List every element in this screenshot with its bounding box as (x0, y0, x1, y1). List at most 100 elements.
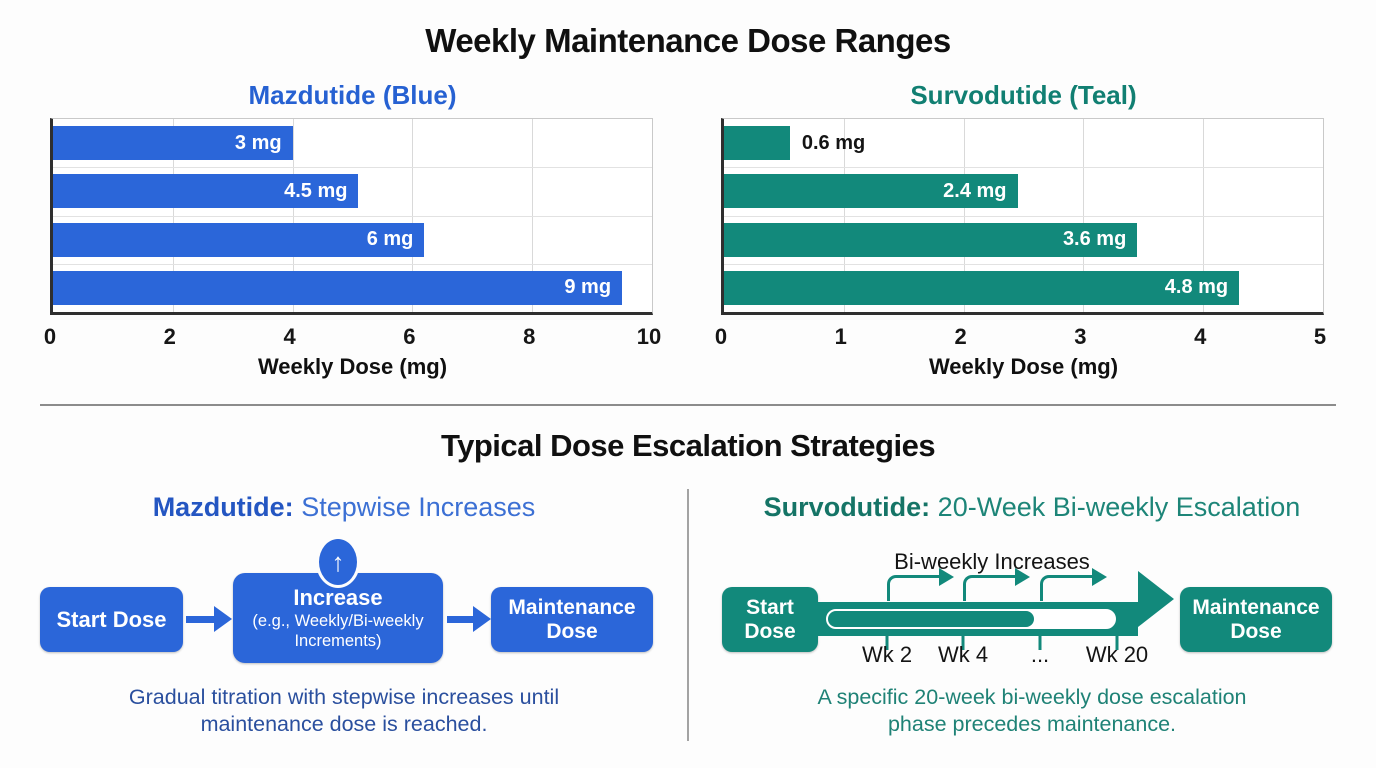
dose-bar: 3.6 mg (724, 222, 1138, 257)
axis-tick-label: 2 (163, 324, 176, 349)
axis-tick-label: 0 (43, 324, 57, 349)
bar-value-label: 4.8 mg (1164, 276, 1229, 299)
survodutide-x-axis-ticks: 0 1 2 3 4 5 (715, 324, 1327, 350)
dose-bar: 4.5 mg (53, 174, 359, 209)
week-label: Wk 20 (1085, 642, 1149, 667)
bar-value-label: 0.6 mg (801, 131, 866, 154)
gridline-horizontal (53, 215, 652, 217)
maintenance-dose-box: Maintenance Dose (491, 587, 653, 652)
increase-subtext-2: Increments) (294, 632, 382, 650)
mazdutide-escalation-diagram: Mazdutide: Stepwise Increases Start Dose… (0, 480, 688, 768)
mazdutide-diagram-heading: Mazdutide: Stepwise Increases (0, 492, 688, 523)
mazdutide-plot-area: 3 mg 4.5 mg 6 mg 9 mg (50, 118, 653, 315)
flow-arrow-shaft (447, 616, 474, 623)
start-dose-label: Start Dose (56, 606, 167, 632)
increase-subtext-1: (e.g., Weekly/Bi-weekly (252, 612, 424, 630)
survodutide-plot-area: 0.6 mg 2.4 mg 3.6 mg 4.8 mg (721, 118, 1324, 315)
start-label-line1: Start (746, 595, 794, 619)
week-label: ... (1030, 642, 1050, 667)
page-title: Weekly Maintenance Dose Ranges (425, 22, 951, 59)
axis-tick-label: 4 (283, 324, 296, 349)
step-arrow (963, 575, 1015, 601)
survodutide-heading-strategy: 20-Week Bi-weekly Escalation (930, 492, 1301, 522)
maintenance-label-line1: Maintenance (1192, 595, 1320, 619)
axis-tick-label: 0 (714, 324, 728, 349)
axis-tick-label: 10 (636, 324, 662, 349)
mazdutide-heading-strategy: Stepwise Increases (293, 492, 536, 522)
axis-tick-label: 3 (1074, 324, 1087, 349)
timeline-tick (1115, 636, 1119, 650)
bar-value-label: 6 mg (366, 228, 414, 250)
mazdutide-chart: Mazdutide (Blue) 3 mg 4.5 mg 6 mg 9 mg 0 2 4 6… (40, 80, 665, 390)
gridline-horizontal (724, 215, 1323, 217)
biweekly-increases-label: Bi-weekly Increases (894, 549, 1090, 574)
survodutide-chart-title: Survodutide (Teal) (910, 80, 1137, 110)
mazdutide-heading-drug: Mazdutide: (152, 492, 294, 522)
axis-tick-label: 2 (954, 324, 967, 349)
up-arrow-icon: ↑ (331, 546, 345, 577)
maintenance-label-line1: Maintenance (508, 595, 636, 619)
dose-bar (724, 126, 790, 160)
step-arrow (887, 575, 939, 601)
survodutide-diagram-heading: Survodutide: 20-Week Bi-weekly Escalatio… (688, 492, 1376, 523)
timeline-progress-fill (828, 611, 1034, 627)
survodutide-chart: Survodutide (Teal) 0.6 mg 2.4 mg 3.6 mg 4.8… (711, 80, 1336, 390)
bar-value-label: 2.4 mg (943, 179, 1007, 202)
start-dose-box: Start Dose (40, 587, 183, 652)
axis-tick-label: 6 (403, 324, 416, 349)
axis-tick-label: 8 (523, 324, 536, 349)
flow-arrow-head (214, 606, 232, 632)
survodutide-escalation-diagram: Survodutide: 20-Week Bi-weekly Escalatio… (688, 480, 1376, 768)
dose-bar: 6 mg (53, 222, 425, 257)
axis-tick-label: 1 (834, 324, 847, 349)
increase-circle: ↑ (316, 536, 360, 588)
survodutide-caption-line2: phase precedes maintenance. (887, 712, 1177, 736)
week-label: Wk 2 (861, 642, 913, 667)
gridline-horizontal (53, 263, 652, 265)
week-label: Wk 4 (937, 642, 989, 667)
maintenance-dose-box: Maintenance Dose (1180, 587, 1332, 652)
flow-arrow-shaft (186, 616, 215, 623)
survodutide-caption: A specific 20-week bi-weekly dose escala… (688, 684, 1376, 738)
mazdutide-caption-line2: maintenance dose is reached. (200, 712, 488, 736)
timeline-tick (885, 636, 889, 650)
increase-title: Increase (293, 585, 383, 610)
survodutide-caption-line1: A specific 20-week bi-weekly dose escala… (817, 685, 1247, 709)
start-dose-box: Start Dose (722, 587, 818, 652)
mazdutide-x-axis-label: Weekly Dose (mg) (257, 354, 448, 379)
bar-value-label: 9 mg (564, 276, 612, 299)
step-arrow-head (1092, 568, 1107, 586)
timeline-tick (1038, 636, 1042, 650)
dose-bar: 3 mg (53, 126, 293, 160)
gridline-horizontal (724, 263, 1323, 265)
step-arrow-head (939, 568, 954, 586)
horizontal-divider (40, 404, 1336, 406)
dose-bar: 2.4 mg (724, 174, 1018, 209)
mazdutide-caption-line1: Gradual titration with stepwise increase… (128, 685, 560, 709)
mazdutide-caption: Gradual titration with stepwise increase… (0, 684, 688, 738)
axis-tick-label: 4 (1194, 324, 1207, 349)
bar-value-label: 3 mg (234, 131, 282, 154)
maintenance-label-line2: Dose (546, 619, 598, 643)
axis-tick-label: 5 (1313, 324, 1327, 349)
flow-arrow-head (473, 606, 491, 632)
survodutide-x-axis-label: Weekly Dose (mg) (928, 354, 1119, 379)
maintenance-label-line2: Dose (1230, 619, 1282, 643)
bar-value-label: 3.6 mg (1062, 228, 1127, 250)
start-label-line2: Dose (744, 619, 796, 643)
timeline-tick (961, 636, 965, 650)
step-arrow (1040, 575, 1092, 601)
timeline-arrow-head (1138, 571, 1174, 627)
gridline-horizontal (724, 167, 1323, 169)
increase-box: Increase (e.g., Weekly/Bi-weekly Increme… (233, 573, 443, 663)
vertical-divider (687, 489, 689, 741)
step-arrow-head (1015, 568, 1030, 586)
gridline-horizontal (53, 167, 652, 169)
survodutide-heading-drug: Survodutide: (763, 492, 931, 522)
section-title: Typical Dose Escalation Strategies (440, 428, 936, 463)
bar-value-label: 4.5 mg (284, 179, 348, 202)
dose-bar: 9 mg (53, 270, 623, 305)
dose-bar: 4.8 mg (724, 270, 1240, 305)
mazdutide-x-axis-ticks: 0 2 4 6 8 10 (44, 324, 661, 350)
mazdutide-chart-title: Mazdutide (Blue) (248, 80, 457, 110)
